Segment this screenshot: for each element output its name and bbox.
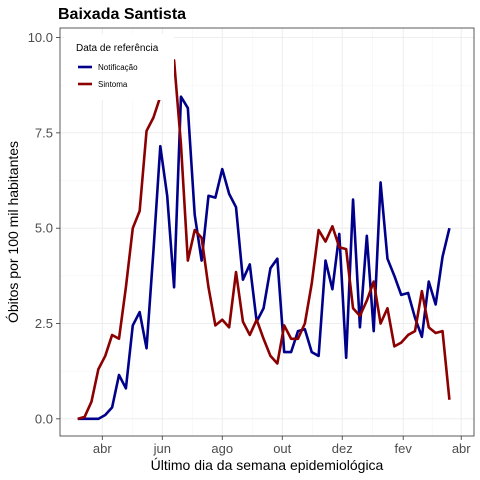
legend-label-notificacao: Notificação <box>98 63 138 72</box>
x-tick-label: ago <box>211 441 233 456</box>
series-line-sintoma <box>77 59 451 421</box>
y-axis-label: Óbitos por 100 mil habitantes <box>5 141 21 323</box>
x-tick-label: fev <box>395 441 413 456</box>
y-axis: 0.0 2.5 5.0 7.5 10.0 <box>28 30 60 426</box>
y-tick-label: 7.5 <box>35 125 53 140</box>
legend-title: Data de referência <box>76 43 159 54</box>
x-tick-label: abr <box>93 441 112 456</box>
series-line-notificacao <box>77 95 451 421</box>
legend: Data de referência Notificação Sintoma <box>64 34 174 100</box>
legend-label-sintoma: Sintoma <box>98 80 128 89</box>
y-tick-label: 10.0 <box>28 30 53 45</box>
x-tick-label: out <box>273 441 291 456</box>
x-axis: abr jun ago out dez fev abr <box>93 436 471 456</box>
series-lines <box>77 59 451 421</box>
chart-title: Baixada Santista <box>58 6 186 23</box>
x-axis-label: Último dia da semana epidemiológica <box>151 457 384 473</box>
y-tick-label: 2.5 <box>35 316 53 331</box>
panel-border <box>59 27 475 437</box>
x-tick-label: abr <box>452 441 471 456</box>
x-tick-label: dez <box>332 441 353 456</box>
y-tick-label: 5.0 <box>35 221 53 236</box>
x-tick-label: jun <box>153 441 171 456</box>
legend-items: Notificação Sintoma <box>78 63 138 89</box>
y-tick-label: 0.0 <box>35 411 53 426</box>
